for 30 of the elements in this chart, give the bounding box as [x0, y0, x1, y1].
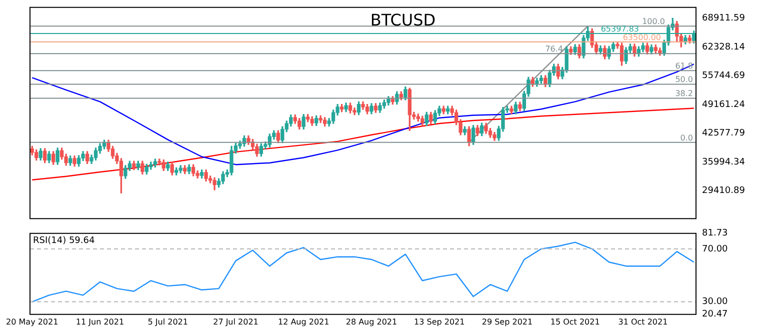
y-tick-label: 70.00 — [702, 244, 728, 254]
annotation: 38.2 — [675, 89, 693, 98]
y-tick-label: 42577.79 — [702, 128, 746, 139]
ref-line-label: 63500.00 — [622, 32, 661, 42]
x-tick-label: 27 Jul 2021 — [213, 317, 258, 326]
y-tick-label: 49161.24 — [702, 100, 746, 110]
chart-title: BTCUSD — [370, 10, 436, 30]
x-tick-label: 31 Oct 2021 — [618, 317, 668, 326]
annotation: 76.4 — [545, 44, 563, 54]
y-tick-label: 81.73 — [702, 228, 728, 239]
y-tick-label: 20.47 — [702, 310, 728, 320]
y-tick-label: 55744.69 — [702, 71, 746, 82]
y-tick-label: 29410.89 — [702, 186, 746, 196]
x-tick-label: 5 Jul 2021 — [148, 317, 188, 326]
y-tick-label: 62328.14 — [702, 42, 746, 52]
annotation: 100.0 — [642, 17, 665, 26]
x-tick-label: 28 Aug 2021 — [346, 317, 398, 326]
y-tick-label: 68911.59 — [702, 14, 746, 24]
x-tick-label: 12 Aug 2021 — [278, 317, 330, 326]
annotation: 0.0 — [680, 133, 693, 142]
ref-line-label: 65397.83 — [600, 24, 639, 34]
y-tick-label: 35994.34 — [702, 157, 746, 168]
y-tick-label: 30.00 — [702, 297, 728, 308]
annotation: 50.0 — [675, 75, 693, 84]
x-tick-label: 20 May 2021 — [6, 317, 58, 326]
x-tick-label: 29 Sep 2021 — [482, 317, 533, 326]
x-tick-label: 11 Jun 2021 — [76, 317, 124, 326]
x-tick-label: 15 Oct 2021 — [550, 317, 600, 326]
x-tick-label: 13 Sep 2021 — [414, 317, 465, 326]
chart-title: RSI(14) 59.64 — [33, 236, 95, 246]
